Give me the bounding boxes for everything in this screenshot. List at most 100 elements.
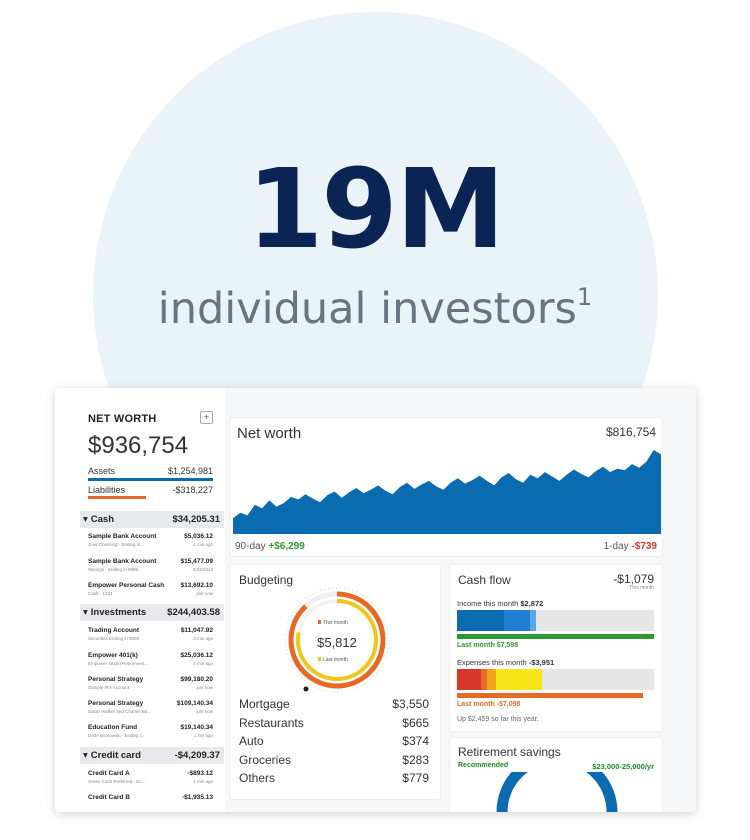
account-row[interactable]: Empower Personal Cash $13,692.10 Cash - 1… (88, 582, 213, 596)
budget-row[interactable]: Auto $374 (239, 734, 429, 753)
net-worth-value: $936,754 (88, 432, 189, 459)
assets-value: $1,254,981 (167, 466, 213, 476)
account-row[interactable]: Credit Card B -$1,935.13 (88, 794, 213, 801)
account-row[interactable]: Education Fund $19,140.34 Dede Borkowski … (88, 724, 213, 738)
income-last-month: Last month $7,598 (457, 642, 518, 649)
account-updated: 1 hrs ago (194, 733, 213, 738)
account-row[interactable]: Credit Card A -$893.12 Green Cash Preferr… (88, 770, 213, 784)
account-amount: $19,140.34 (180, 724, 213, 731)
group-label: Investments (90, 607, 147, 618)
expenses-label: Expenses this month (457, 658, 527, 667)
income-line: Income this month $2,872 (457, 599, 543, 608)
liabilities-value: -$318,227 (172, 485, 213, 495)
account-updated: 3 min ago (193, 636, 213, 641)
net-worth-area-chart (233, 450, 661, 534)
collapse-caret-icon: ▾ (83, 514, 88, 525)
cash-flow-card[interactable]: Cash flow -$1,079 This month Income this… (449, 564, 663, 732)
account-amount: $15,477.09 (180, 558, 213, 565)
account-amount: $13,692.10 (180, 582, 213, 589)
this-month-ring (296, 599, 378, 681)
budget-category: Groceries (239, 752, 292, 767)
budget-row[interactable]: Restaurants $665 (239, 716, 429, 735)
assets-row: Assets $1,254,981 (88, 466, 213, 476)
account-row[interactable]: Empower 401(k) $25,036.12 Empower 401(k) … (88, 652, 213, 666)
expenses-value: -$3,951 (528, 658, 555, 667)
account-name: Credit Card B (88, 794, 130, 801)
account-name: Sample Bank Account (88, 533, 157, 540)
budget-amount: $283 (402, 752, 429, 767)
collapse-caret-icon: ▾ (83, 750, 88, 761)
cash-flow-value: -$1,079 (613, 572, 654, 586)
last-month-ring (288, 591, 386, 689)
retirement-gauge (496, 772, 618, 812)
account-row[interactable]: Personal Strategy $109,140.34 Sarah Walke… (88, 700, 213, 714)
account-name: Credit Card A (88, 770, 130, 777)
income-value: $2,872 (520, 599, 544, 608)
retirement-savings-card[interactable]: Retirement savings Recommended $23,000-2… (449, 737, 663, 812)
account-row[interactable]: Sample Bank Account $5,036.12 Joint Check… (88, 533, 213, 547)
account-amount: $11,047.92 (180, 627, 213, 634)
group-cash-header[interactable]: ▾ Cash $34,205.31 (80, 511, 224, 528)
account-row[interactable]: Trading Account $11,047.92 Securities End… (88, 627, 213, 641)
group-investments-header[interactable]: ▾ Investments $244,403.58 (80, 604, 224, 621)
assets-label: Assets (88, 466, 116, 476)
group-label: Cash (90, 514, 115, 525)
one-day-label: 1-day (603, 541, 629, 552)
account-updated: 1 min ago (193, 542, 213, 547)
account-amount: $5,036.12 (184, 533, 213, 540)
account-amount: -$893.12 (187, 770, 213, 777)
hero-footnote-marker: 1 (576, 283, 593, 311)
net-worth-heading: NET WORTH (88, 413, 157, 425)
budget-amount: $779 (402, 771, 429, 785)
last-month-legend-swatch (318, 657, 321, 661)
expense-segment (487, 669, 497, 690)
one-day-value: -$739 (631, 541, 657, 552)
account-updated: 8/24/2023 (192, 567, 213, 572)
liabilities-bar (88, 496, 146, 499)
expenses-line: Expenses this month -$3,951 (457, 658, 554, 667)
expenses-last-month: Last month -$7,098 (457, 701, 520, 708)
account-detail: Sample IRA Account (88, 685, 130, 690)
dashboard-screenshot: NET WORTH + $936,754 Assets $1,254,981 L… (55, 388, 696, 812)
group-total: -$4,209.37 (174, 750, 220, 761)
income-last-label: Last month (457, 642, 495, 649)
account-detail: Green Cash Preferred - Ec... (88, 779, 146, 784)
budget-row[interactable]: Groceries $283 (239, 753, 429, 772)
net-worth-chart-card[interactable]: Net worth $816,754 90-day +$6,299 1-day … (229, 417, 663, 557)
budget-amount: $374 (402, 734, 429, 748)
income-last-month-bar (457, 634, 654, 639)
budget-category: Auto (239, 734, 264, 748)
budget-ring-chart: This month $5,812 Last month (284, 587, 390, 693)
income-label: Income this month (457, 599, 519, 608)
account-amount: $25,036.12 (180, 652, 213, 659)
budget-ring-marker (303, 686, 309, 692)
group-total: $244,403.58 (167, 607, 220, 618)
net-worth-area (233, 450, 661, 534)
expenses-last-label: Last month (457, 701, 495, 708)
assets-bar (88, 478, 213, 481)
account-name: Personal Strategy (88, 700, 144, 707)
group-credit-card-header[interactable]: ▾ Credit card -$4,209.37 (80, 747, 224, 764)
liabilities-row: Liabilities -$318,227 (88, 485, 213, 495)
account-row[interactable]: Personal Strategy $99,180.20 Sample IRA A… (88, 676, 213, 690)
income-bar-track (457, 610, 654, 631)
net-worth-chart-value: $816,754 (605, 425, 656, 439)
income-segment (457, 610, 505, 631)
account-row[interactable]: Sample Bank Account $15,477.09 Savings - … (88, 558, 213, 572)
net-worth-expand-button[interactable]: + (200, 411, 213, 424)
budget-row[interactable]: Others $779 (239, 771, 429, 790)
this-month-legend-swatch (318, 620, 321, 624)
account-updated: just now (196, 709, 213, 714)
this-month-legend: This month (323, 620, 348, 626)
recommended-label: Recommended (458, 762, 509, 769)
budget-row[interactable]: Mortgage $3,550 (239, 697, 429, 716)
hero-stat-label: individual investors1 (0, 283, 750, 334)
account-detail: Sarah Walker and Charles Ba... (88, 709, 152, 714)
budgeting-card[interactable]: Budgeting This month $5,812 Last month M… (229, 564, 441, 800)
account-name: Empower 401(k) (88, 652, 138, 659)
liabilities-label: Liabilities (88, 485, 126, 495)
one-day-change: 1-day -$739 (604, 541, 657, 552)
hero-stat-number: 19M (246, 145, 506, 273)
budget-amount: $3,550 (392, 697, 429, 711)
account-amount: $109,140.34 (176, 700, 213, 707)
